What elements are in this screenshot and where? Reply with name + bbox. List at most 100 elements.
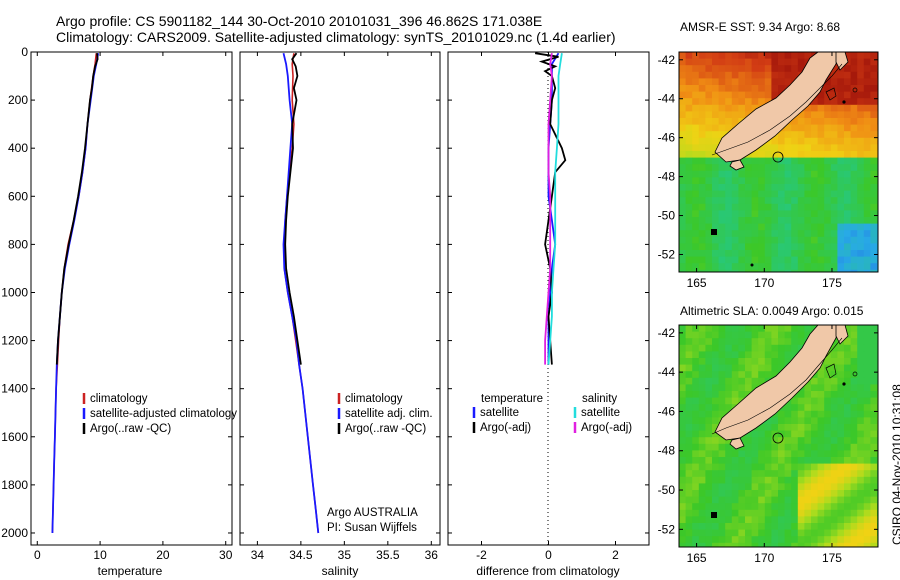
field-cell <box>712 364 719 372</box>
field-cell <box>797 263 805 271</box>
field-cell <box>771 177 779 185</box>
field-cell <box>863 503 871 511</box>
field-cell <box>778 230 785 238</box>
field-cell <box>712 351 719 359</box>
field-cell <box>817 203 825 211</box>
field-cell <box>830 437 838 445</box>
field-cell <box>685 217 693 224</box>
field-cell <box>857 269 865 272</box>
field-cell <box>738 358 746 365</box>
field-cell <box>791 437 799 445</box>
field-cell <box>705 124 713 132</box>
field-cell <box>791 470 799 478</box>
field-cell <box>731 523 739 530</box>
field-cell <box>698 523 706 530</box>
field-cell <box>692 164 700 172</box>
field-cell <box>863 91 871 99</box>
field-cell <box>692 404 700 412</box>
field-cell <box>804 529 812 537</box>
field-cell <box>771 250 779 257</box>
field-cell <box>863 263 871 271</box>
field-cell <box>771 516 779 524</box>
field-cell <box>751 509 759 517</box>
field-cell <box>870 529 878 537</box>
field-cell <box>758 476 766 484</box>
field-cell <box>844 529 851 537</box>
field-cell <box>745 263 752 271</box>
field-cell <box>705 91 713 99</box>
field-cell <box>863 78 871 86</box>
field-cell <box>863 124 871 132</box>
field-cell <box>731 71 739 79</box>
field-cell <box>698 351 706 359</box>
field-cell <box>685 430 693 438</box>
field-cell <box>791 131 799 139</box>
field-cell <box>731 78 739 86</box>
field-cell <box>751 364 759 372</box>
field-cell <box>784 164 792 172</box>
field-cell <box>771 203 779 211</box>
field-cell <box>705 536 713 544</box>
field-cell <box>817 223 825 231</box>
field-cell <box>679 463 686 471</box>
field-cell <box>679 384 686 392</box>
field-cell <box>837 410 845 418</box>
field-cell <box>712 457 719 464</box>
field-cell <box>870 164 878 172</box>
field-cell <box>824 470 832 478</box>
field-cell <box>850 325 858 332</box>
field-cell <box>738 437 746 445</box>
field-cell <box>751 443 759 451</box>
field-cell <box>817 410 825 418</box>
field-cell <box>725 338 733 346</box>
field-cell <box>731 269 739 272</box>
field-cell <box>705 443 713 451</box>
field-cell <box>745 269 752 272</box>
field-cell <box>751 496 759 504</box>
field-cell <box>844 496 851 504</box>
series-line-satellite <box>282 52 320 534</box>
field-cell <box>692 236 700 244</box>
field-cell <box>731 470 739 478</box>
field-cell <box>804 164 812 172</box>
field-cell <box>811 164 818 172</box>
field-cell <box>850 256 858 264</box>
field-cell <box>811 263 818 271</box>
field-cell <box>738 197 746 205</box>
field-cell <box>804 523 812 530</box>
field-cell <box>863 450 871 458</box>
field-cell <box>850 118 858 125</box>
field-cell <box>751 104 759 112</box>
field-cell <box>731 85 739 92</box>
field-cell <box>712 85 719 92</box>
field-cell <box>698 344 706 352</box>
field-cell <box>751 58 759 66</box>
field-cell <box>692 131 700 139</box>
field-cell <box>685 197 693 205</box>
field-cell <box>791 496 799 504</box>
field-cell <box>745 338 752 346</box>
field-cell <box>731 256 739 264</box>
field-cell <box>870 78 878 86</box>
field-cell <box>844 52 851 59</box>
field-cell <box>679 131 686 139</box>
field-cell <box>731 338 739 346</box>
field-cell <box>824 450 832 458</box>
field-cell <box>837 124 845 132</box>
stewart-island-land <box>729 159 745 171</box>
field-cell <box>837 177 845 185</box>
field-cell <box>764 98 772 106</box>
field-cell <box>692 450 700 458</box>
field-cell <box>771 351 779 359</box>
field-cell <box>857 230 865 238</box>
field-cell <box>718 391 726 398</box>
field-cell <box>778 503 785 511</box>
field-cell <box>698 476 706 484</box>
field-cell <box>692 190 700 198</box>
field-cell <box>850 457 858 464</box>
field-cell <box>679 542 686 547</box>
field-cell <box>745 457 752 464</box>
field-cell <box>784 424 792 431</box>
field-cell <box>738 230 746 238</box>
field-cell <box>725 124 733 132</box>
